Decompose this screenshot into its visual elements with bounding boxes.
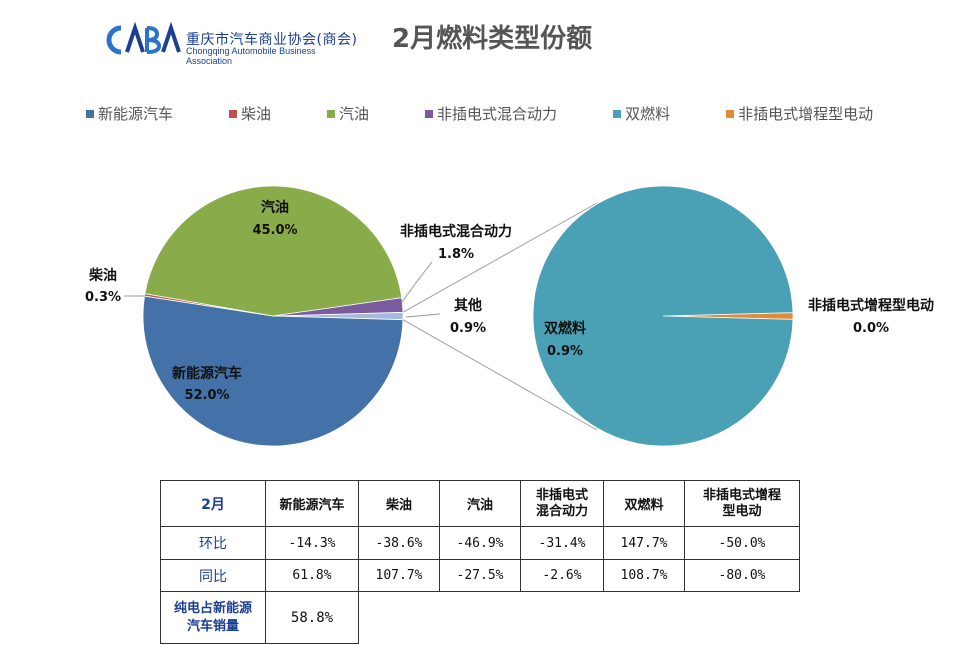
table-cell: 107.7%	[358, 559, 440, 592]
table-cell: 61.8%	[265, 559, 359, 592]
label-dual-value: 0.9%	[547, 344, 583, 359]
legend-label: 非插电式混合动力	[437, 105, 558, 123]
table-cell: -2.6%	[520, 559, 604, 592]
chart-legend: 新能源汽车 柴油 汽油 非插电式混合动力 双燃料 非插电式增程型电动	[86, 103, 873, 124]
label-erev-value: 0.0%	[853, 321, 889, 336]
table-cell: 147.7%	[603, 526, 685, 560]
label-diesel-value: 0.3%	[85, 290, 121, 305]
leader-line-other	[405, 313, 441, 318]
table-cell: -80.0%	[684, 559, 800, 592]
legend-swatch	[327, 109, 336, 118]
slice-dual-fuel	[532, 185, 794, 447]
table-header-cell: 双燃料	[603, 480, 685, 527]
label-phev-value: 1.8%	[438, 247, 474, 262]
legend-swatch	[425, 109, 434, 118]
table-cell: -14.3%	[265, 526, 359, 560]
table-row: 同比 61.8% 107.7% -27.5% -2.6% 108.7% -80.…	[160, 559, 800, 592]
table-header-cell: 新能源汽车	[265, 480, 359, 527]
table-header-cell: 柴油	[358, 480, 440, 527]
table-row-label: 环比	[160, 526, 266, 560]
legend-item-gasoline: 汽油	[327, 103, 369, 124]
table-cell: -27.5%	[439, 559, 521, 592]
logo-english-text: Chongqing Automobile Business Associatio…	[186, 46, 316, 66]
main-pie	[142, 185, 404, 447]
stats-table-wrap: 2月 新能源汽车 柴油 汽油 非插电式 混合动力 双燃料 非插电式增程 型电动 …	[160, 480, 800, 644]
logo-chinese-text: 重庆市汽车商业协会(商会)	[186, 32, 358, 48]
label-nev-value: 52.0%	[184, 388, 229, 403]
connector-bottom	[402, 319, 598, 431]
label-erev-name: 非插电式增程型电动	[808, 297, 934, 314]
legend-swatch	[86, 109, 94, 118]
legend-label: 柴油	[241, 105, 272, 123]
legend-item-nev: 新能源汽车	[86, 103, 173, 124]
slice-nev	[142, 295, 404, 447]
table-cell: -31.4%	[520, 526, 604, 560]
stats-table: 2月 新能源汽车 柴油 汽油 非插电式 混合动力 双燃料 非插电式增程 型电动 …	[160, 480, 800, 644]
caba-logo-icon	[106, 22, 181, 55]
table-cell: -38.6%	[358, 526, 440, 560]
slice-gasoline	[144, 185, 403, 317]
label-phev-name: 非插电式混合动力	[400, 223, 512, 240]
legend-swatch	[726, 109, 735, 118]
table-cell: -50.0%	[684, 526, 800, 560]
label-other-name: 其他	[454, 297, 482, 314]
pie-of-pie-chart: 汽油 45.0% 非插电式混合动力 1.8% 其他 0.9% 新能源汽车 52.…	[85, 185, 934, 447]
legend-item-diesel: 柴油	[229, 103, 271, 124]
legend-swatch	[613, 109, 622, 118]
leader-line-phev	[401, 261, 433, 303]
label-gasoline-value: 45.0%	[252, 223, 297, 238]
legend-label: 非插电式增程型电动	[738, 105, 874, 123]
table-row: 环比 -14.3% -38.6% -46.9% -31.4% 147.7% -5…	[160, 526, 800, 560]
table-header-cell: 2月	[160, 480, 266, 527]
table-row-ev-share: 纯电占新能源 汽车销量 58.8%	[160, 591, 800, 644]
connector-top	[402, 202, 598, 313]
legend-swatch	[229, 109, 238, 118]
table-header-row: 2月 新能源汽车 柴油 汽油 非插电式 混合动力 双燃料 非插电式增程 型电动	[160, 480, 800, 527]
legend-item-phev: 非插电式混合动力	[425, 103, 557, 124]
legend-item-erev: 非插电式增程型电动	[726, 103, 873, 124]
page-title: 2月燃料类型份额	[392, 24, 593, 54]
table-row-label: 同比	[160, 559, 266, 592]
logo: 重庆市汽车商业协会(商会) Chongqing Automobile Busin…	[103, 22, 363, 66]
table-cell: 108.7%	[603, 559, 685, 592]
ev-share-label: 纯电占新能源 汽车销量	[160, 591, 266, 644]
legend-label: 汽油	[339, 105, 370, 123]
label-dual-name: 双燃料	[544, 320, 586, 337]
table-header-cell: 非插电式 混合动力	[520, 480, 604, 527]
label-nev-name: 新能源汽车	[172, 365, 242, 382]
label-diesel-name: 柴油	[88, 267, 117, 284]
label-gasoline-name: 汽油	[261, 199, 289, 216]
ev-share-value: 58.8%	[265, 591, 359, 644]
connector-lines	[402, 202, 598, 431]
legend-label: 新能源汽车	[98, 105, 174, 123]
table-cell: -46.9%	[439, 526, 521, 560]
label-other-value: 0.9%	[450, 321, 486, 336]
table-header-cell: 汽油	[439, 480, 521, 527]
secondary-pie	[532, 185, 794, 447]
legend-item-dual-fuel: 双燃料	[613, 103, 670, 124]
table-blank	[359, 592, 800, 644]
legend-label: 双燃料	[625, 105, 671, 123]
table-header-cell: 非插电式增程 型电动	[684, 480, 800, 527]
